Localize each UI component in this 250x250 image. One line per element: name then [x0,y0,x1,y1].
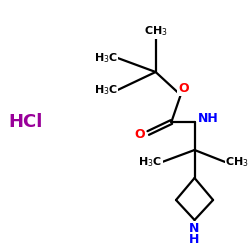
Text: H$_3$C: H$_3$C [138,155,162,169]
Text: HCl: HCl [9,113,43,131]
Text: N: N [189,222,200,235]
Text: O: O [134,128,144,141]
Text: H$_3$C: H$_3$C [94,51,118,65]
Text: CH$_3$: CH$_3$ [225,155,249,169]
Text: NH: NH [198,112,219,124]
Text: O: O [178,82,189,96]
Text: H: H [189,233,200,246]
Text: CH$_3$: CH$_3$ [144,24,168,38]
Text: H$_3$C: H$_3$C [94,83,118,97]
